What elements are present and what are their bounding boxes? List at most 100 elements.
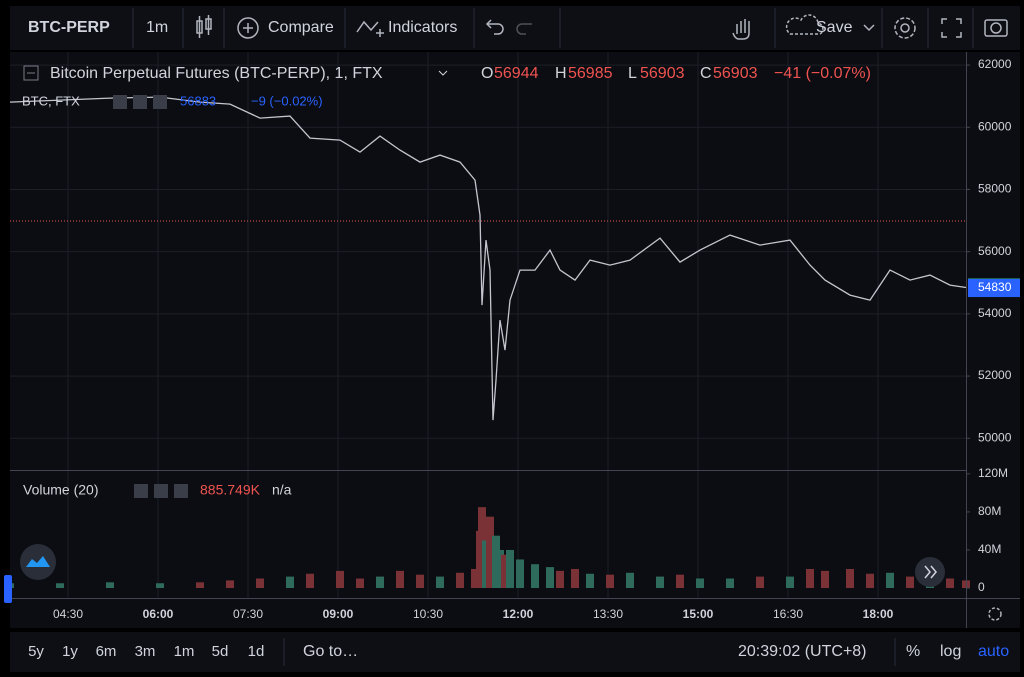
volume-bar — [436, 576, 444, 589]
compare-change: −9 (−0.02%) — [251, 93, 323, 108]
y-tick-label: 120M — [978, 466, 1008, 480]
y-tick-label: 80M — [978, 504, 1001, 518]
volume-bar — [516, 559, 524, 589]
volume-value: 885.749K — [200, 482, 261, 498]
range-button[interactable]: 1d — [248, 643, 265, 660]
toolbar — [10, 6, 1020, 50]
ohlc-change: −41 (−0.07%) — [774, 65, 871, 82]
volume-bar — [196, 582, 204, 589]
volume-bar — [866, 573, 874, 589]
undo-redo[interactable] — [485, 19, 532, 35]
y-tick-label: 62000 — [978, 57, 1012, 71]
x-tick-label: 04:30 — [53, 607, 83, 621]
volume-bar — [546, 567, 554, 589]
save-button[interactable]: Save — [816, 19, 853, 36]
range-button[interactable]: 3m — [135, 643, 156, 660]
volume-bar — [376, 576, 384, 589]
volume-bar — [676, 574, 684, 589]
percent-toggle[interactable]: % — [906, 643, 920, 660]
volume-bar — [806, 568, 814, 589]
axis-settings[interactable] — [988, 607, 1002, 621]
goto-button[interactable]: Go to… — [303, 643, 358, 660]
volume-bar — [496, 549, 504, 589]
x-tick-label: 15:00 — [683, 607, 714, 621]
compare-controls[interactable] — [113, 95, 167, 109]
x-tick-label: 09:00 — [323, 607, 354, 621]
plot-layer — [6, 52, 970, 598]
volume-bar — [336, 570, 344, 589]
indicators-icon[interactable] — [356, 20, 384, 37]
legend-menu[interactable] — [438, 70, 448, 76]
toolbar-separators — [132, 8, 974, 48]
sidebar-toggle[interactable] — [4, 575, 12, 603]
chart-area — [10, 52, 1020, 628]
volume-name[interactable]: Volume (20) — [23, 482, 98, 498]
volume-bar — [846, 568, 854, 589]
volume-bar — [106, 582, 114, 589]
y-tick-label: 54000 — [978, 306, 1012, 320]
hand-icon[interactable] — [732, 19, 750, 40]
legend-title[interactable]: Bitcoin Perpetual Futures (BTC-PERP), 1,… — [50, 65, 383, 82]
save-menu[interactable] — [863, 24, 875, 32]
logo-icon — [26, 556, 50, 567]
ohlc-value: 56903 — [640, 65, 685, 82]
snapshot-icon[interactable] — [984, 19, 1008, 37]
range-button[interactable]: 6m — [96, 643, 117, 660]
range-button[interactable]: 1m — [174, 643, 195, 660]
compare-button[interactable]: Compare — [268, 19, 334, 36]
volume-bar — [456, 572, 464, 589]
volume-bar — [571, 568, 579, 589]
volume-bar — [786, 576, 794, 589]
log-toggle[interactable]: log — [940, 643, 961, 660]
volume-bar — [396, 570, 404, 589]
compare-name[interactable]: BTC, FTX — [22, 93, 80, 108]
volume-bar — [606, 574, 614, 589]
scroll-icon — [930, 565, 937, 579]
price-badge-label: 54830 — [978, 280, 1012, 294]
volume-bar — [656, 576, 664, 589]
save-icon[interactable] — [785, 14, 824, 35]
volume-bar — [756, 576, 764, 589]
volume-bar — [726, 578, 734, 589]
ohlc: O 56944 H 56985 L 56903 C 56903 −41 (−0.… — [481, 65, 871, 82]
range-button[interactable]: 5y — [28, 643, 44, 660]
x-tick-label: 13:30 — [593, 607, 623, 621]
volume-bar — [586, 573, 594, 589]
volume-bar — [946, 578, 954, 589]
x-tick-label: 06:00 — [143, 607, 174, 621]
x-tick-label: 12:00 — [503, 607, 534, 621]
volume-bar — [56, 583, 64, 589]
collapse-legend[interactable] — [23, 65, 39, 81]
y-tick-label: 58000 — [978, 182, 1012, 196]
ohlc-label: O — [481, 65, 493, 82]
indicators-button[interactable]: Indicators — [388, 19, 457, 36]
volume-bar — [226, 580, 234, 589]
clock: 20:39:02 (UTC+8) — [738, 643, 867, 660]
y-tick-label: 40M — [978, 542, 1001, 556]
ohlc-label: C — [700, 65, 712, 82]
x-tick-label: 10:30 — [413, 607, 443, 621]
volume-bar — [501, 554, 509, 589]
bottom-bar — [10, 632, 1020, 672]
volume-bar — [531, 564, 539, 589]
volume-controls[interactable] — [134, 484, 188, 498]
volume-bar — [471, 568, 479, 589]
volume-bar — [506, 549, 514, 589]
volume-bar — [906, 576, 914, 589]
settings-icon[interactable] — [894, 17, 916, 39]
volume-bar — [416, 574, 424, 589]
range-button[interactable]: 1y — [62, 643, 78, 660]
interval-button[interactable]: 1m — [146, 19, 168, 36]
ohlc-value: 56944 — [494, 65, 539, 82]
x-tick-label: 07:30 — [233, 607, 263, 621]
ohlc-label: L — [628, 65, 637, 82]
auto-toggle[interactable]: auto — [978, 643, 1009, 660]
range-button[interactable]: 5d — [212, 643, 229, 660]
compare-icon[interactable] — [237, 17, 259, 39]
scroll-icon — [924, 565, 931, 579]
symbol-button[interactable]: BTC-PERP — [28, 19, 110, 36]
chart-type-icon[interactable] — [196, 15, 212, 38]
fullscreen-icon[interactable] — [941, 18, 962, 38]
